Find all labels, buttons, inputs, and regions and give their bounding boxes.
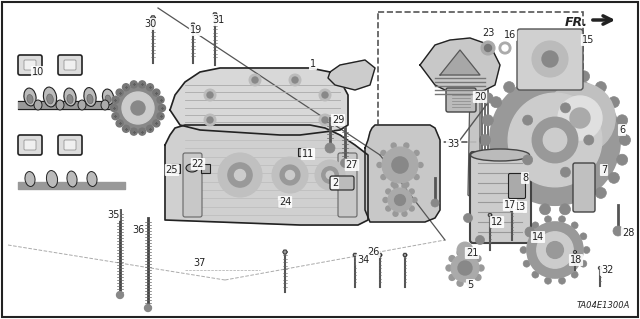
Text: FR.: FR.	[565, 16, 588, 28]
Circle shape	[532, 41, 568, 77]
Circle shape	[458, 261, 472, 275]
Circle shape	[383, 197, 388, 203]
Circle shape	[340, 159, 349, 167]
Circle shape	[218, 153, 262, 197]
Circle shape	[523, 115, 532, 125]
Circle shape	[388, 188, 412, 212]
Circle shape	[490, 75, 620, 205]
FancyBboxPatch shape	[24, 60, 36, 70]
Text: 22: 22	[192, 159, 204, 169]
Text: 16: 16	[504, 30, 516, 40]
Text: 21: 21	[466, 248, 478, 258]
Text: 13: 13	[514, 202, 526, 212]
Circle shape	[609, 97, 620, 108]
Circle shape	[377, 162, 382, 167]
Circle shape	[559, 216, 566, 223]
Circle shape	[475, 274, 481, 280]
Circle shape	[322, 167, 339, 183]
Text: 11: 11	[302, 149, 314, 159]
Circle shape	[402, 184, 407, 189]
Circle shape	[391, 182, 396, 187]
Text: 15: 15	[582, 35, 594, 45]
FancyBboxPatch shape	[183, 153, 202, 217]
Circle shape	[131, 128, 138, 135]
Circle shape	[478, 265, 484, 271]
Circle shape	[457, 242, 473, 258]
Circle shape	[579, 198, 589, 209]
Circle shape	[525, 227, 535, 237]
Polygon shape	[488, 213, 492, 217]
Circle shape	[315, 160, 345, 190]
Circle shape	[446, 265, 452, 271]
Polygon shape	[510, 208, 514, 212]
Circle shape	[476, 235, 484, 244]
Circle shape	[580, 260, 587, 267]
Ellipse shape	[34, 100, 42, 110]
Circle shape	[540, 204, 550, 215]
Circle shape	[483, 93, 493, 103]
Circle shape	[481, 41, 495, 55]
Circle shape	[561, 103, 570, 113]
Circle shape	[393, 184, 398, 189]
Circle shape	[584, 135, 594, 145]
Ellipse shape	[67, 94, 73, 103]
Circle shape	[479, 135, 490, 145]
Circle shape	[145, 304, 152, 312]
Circle shape	[559, 204, 570, 215]
Circle shape	[523, 155, 532, 165]
Polygon shape	[365, 125, 440, 222]
Circle shape	[504, 82, 515, 93]
Ellipse shape	[186, 164, 198, 172]
Ellipse shape	[56, 100, 64, 110]
Text: 14: 14	[532, 232, 544, 242]
FancyBboxPatch shape	[517, 29, 583, 90]
Circle shape	[583, 247, 590, 254]
FancyBboxPatch shape	[298, 147, 305, 155]
Text: 24: 24	[279, 197, 291, 207]
Circle shape	[418, 162, 423, 167]
Circle shape	[523, 260, 530, 267]
Circle shape	[139, 128, 146, 135]
Circle shape	[393, 211, 398, 216]
Polygon shape	[165, 125, 368, 225]
Circle shape	[499, 42, 511, 54]
Circle shape	[532, 222, 539, 229]
Text: 7: 7	[601, 165, 607, 175]
Circle shape	[545, 277, 552, 284]
FancyBboxPatch shape	[378, 12, 583, 142]
Circle shape	[147, 84, 154, 91]
Circle shape	[319, 114, 331, 126]
Circle shape	[457, 280, 463, 286]
Circle shape	[402, 211, 407, 216]
Circle shape	[542, 51, 558, 67]
FancyBboxPatch shape	[18, 55, 42, 75]
Ellipse shape	[84, 88, 96, 107]
Circle shape	[571, 271, 578, 278]
FancyBboxPatch shape	[18, 135, 42, 155]
Polygon shape	[403, 253, 407, 257]
Text: 20: 20	[474, 92, 486, 102]
Circle shape	[559, 65, 570, 76]
Text: 31: 31	[212, 15, 224, 25]
Text: 37: 37	[194, 258, 206, 268]
Ellipse shape	[101, 100, 109, 110]
Text: 6: 6	[619, 125, 625, 135]
Circle shape	[431, 199, 439, 207]
Circle shape	[395, 195, 405, 205]
Circle shape	[463, 213, 472, 222]
FancyBboxPatch shape	[58, 55, 82, 75]
Circle shape	[491, 172, 502, 183]
Polygon shape	[212, 13, 218, 17]
Circle shape	[147, 125, 154, 132]
Ellipse shape	[470, 149, 529, 161]
Ellipse shape	[47, 94, 53, 104]
Circle shape	[404, 182, 409, 187]
Circle shape	[131, 81, 138, 88]
Circle shape	[234, 169, 246, 181]
Circle shape	[381, 174, 386, 180]
Circle shape	[467, 280, 473, 286]
Circle shape	[532, 271, 539, 278]
Circle shape	[414, 174, 419, 180]
Circle shape	[322, 92, 328, 98]
